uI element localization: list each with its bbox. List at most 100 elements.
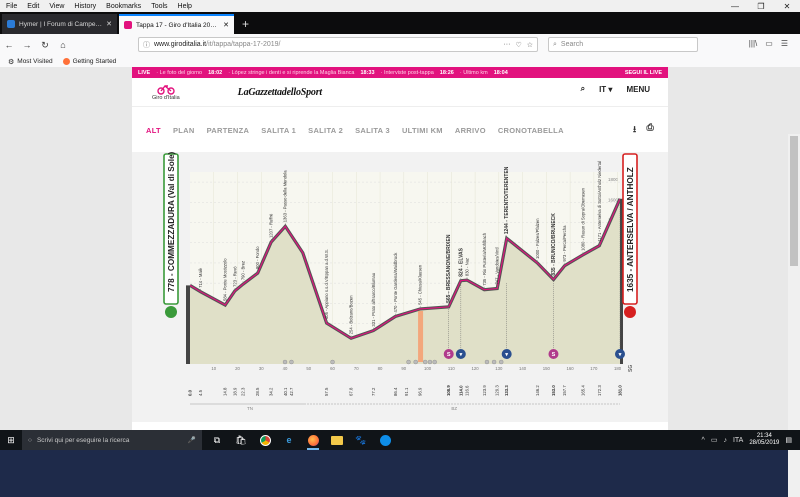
stage-tab-ultimi-km[interactable]: ULTIMI KM [401,125,443,135]
scrollbar[interactable] [788,134,800,497]
language-select[interactable]: IT ▾ [599,84,613,94]
stage-tab-plan[interactable]: PLAN [172,125,195,135]
intermediate-point-icon [427,359,433,365]
explorer-icon[interactable] [328,430,346,450]
tab-title: Hymer | I Forum di CamperOnLine [19,20,102,28]
hamburger-menu-icon[interactable]: ☰ [780,39,788,48]
store-icon[interactable]: 🛍 [235,434,247,445]
finish-badge-label: 1635 - ANTERSELVA / ANTHOLZ [626,167,635,292]
sidebar-icon[interactable]: ▭ [765,39,773,48]
intermediate-point-icon [499,359,504,365]
notifications-icon[interactable]: ▤ [785,437,792,444]
ticker-item[interactable]: · Le foto del giorno [156,69,203,76]
km-tick-label: 181.0 [618,385,623,396]
tab-giro-tappa-17[interactable]: Tappa 17 - Giro d'Italia 2019: S ✕ [119,14,234,34]
back-icon[interactable]: ← [4,40,14,50]
intermediate-point-icon [330,359,335,365]
intermediate-point-icon [422,359,428,365]
library-icon[interactable]: |||\ [748,39,758,48]
cyclist-logo-icon [157,84,175,95]
climb-marker-icon [501,349,512,359]
microphone-icon[interactable]: 🎤 [187,437,196,444]
bookmark-most-visited[interactable]: ⚙ Most Visited [8,58,53,66]
live-ticker[interactable]: LIVE · Le foto del giorno 18:02 · López … [132,67,668,78]
home-icon[interactable]: ⌂ [60,40,66,50]
stage-tab-cronotabella[interactable]: CRONOTABELLA [497,125,564,135]
intermediate-point-icon [491,359,497,365]
stage-tab-salita-2[interactable]: SALITA 2 [308,125,344,135]
ticker-item[interactable]: · Interviste post-tappa [380,69,434,76]
chrome-icon[interactable] [256,430,274,450]
waypoint-label: 405 - Appiano s.s.d.V/Eppan a.d.W.S. [324,249,329,319]
menu-edit[interactable]: Edit [27,2,40,10]
ticker-item[interactable]: · Ultimo km [459,69,488,76]
bookmark-star-icon[interactable]: ☆ [526,41,533,49]
km-tick-label: 114.0 [458,385,463,396]
clock-date: 28/05/2019 [749,440,780,446]
km-tick-label: 116.6 [465,385,470,396]
start-bar [186,285,190,364]
taskbar-search-input[interactable]: ○ Scrivi qui per eseguire la ricerca 🎤 [22,430,202,450]
stage-tab-salita-1[interactable]: SALITA 1 [261,125,297,135]
stage-tab-partenza[interactable]: PARTENZA [206,125,250,135]
menu-bookmarks[interactable]: Bookmarks [106,2,142,10]
stage-tab-salita-3[interactable]: SALITA 3 [355,125,390,135]
pocket-icon[interactable]: ♡ [515,41,522,49]
tab-hymer-forum[interactable]: Hymer | I Forum di CamperOnLine ✕ [2,14,117,34]
site-info-icon[interactable]: ⓘ [143,41,150,49]
maximize-button[interactable]: ❐ [757,1,765,11]
marker-glyph: S [447,352,451,358]
tray-overflow-icon[interactable]: ^ [701,436,705,444]
volume-icon[interactable]: ♪ [723,436,727,444]
stage-tab-arrivo[interactable]: ARRIVO [454,125,486,135]
start-badge-icon [165,306,177,318]
distance-tick-label: 100 [424,366,432,371]
language-indicator[interactable]: ITA [732,436,744,444]
scrollbar-thumb[interactable] [790,136,798,266]
tab-title: Tappa 17 - Giro d'Italia 2019: S [136,21,220,29]
bookmark-getting-started[interactable]: Getting Started [62,58,116,65]
distance-tick-label: 10 [211,366,216,371]
new-tab-button[interactable]: + [242,17,250,31]
download-icon[interactable]: ⭳ [633,124,637,134]
windows-start-icon[interactable]: ⊞ [7,434,15,445]
minimize-button[interactable]: — [731,1,739,11]
distance-tick-label: 110 [448,366,455,371]
gimp-icon[interactable]: 🐾 [355,434,367,445]
firefox-icon[interactable] [304,430,322,450]
intermediate-point-icon [282,359,288,365]
reload-icon[interactable]: ↻ [41,39,49,50]
menu-button[interactable]: MENU [626,84,650,94]
ticker-item[interactable]: · López stringe i denti e si riprende la… [228,69,355,76]
close-tab-icon[interactable]: ✕ [106,21,112,28]
page-actions-icon[interactable]: ··· [503,40,511,48]
marker-glyph: S [552,352,556,358]
edge-icon[interactable]: e [286,435,292,445]
follow-live-link[interactable]: SEGUI IL LIVE [624,69,662,76]
clock[interactable]: 21:34 28/05/2019 [749,433,779,447]
marker-glyph: ▾ [618,352,623,358]
distance-tick-label: 90 [401,366,406,371]
search-input[interactable]: ⌕ Search [548,37,698,52]
menu-view[interactable]: View [49,2,65,10]
url-bar[interactable]: ⓘ www.giroditalia.it/it/tappa/tappa-17-2… [138,37,538,52]
search-icon[interactable]: ⌕ [580,84,586,93]
menu-history[interactable]: History [74,2,97,10]
search-icon: ⌕ [553,40,557,48]
close-tab-icon[interactable]: ✕ [223,22,229,29]
km-tick-label: 172.3 [597,385,602,396]
close-window-button[interactable]: ✕ [783,1,791,11]
task-view-icon[interactable]: ⧉ [213,434,221,445]
teamviewer-icon[interactable] [376,430,394,450]
giro-logo[interactable]: Giro d'Italia [152,84,180,101]
forward-icon[interactable]: → [22,40,32,50]
gazzetta-logo[interactable]: LaGazzettadelloSport [237,86,323,98]
finish-badge-frame [622,153,638,305]
network-icon[interactable]: ▭ [710,437,718,444]
menu-tools[interactable]: Tools [151,2,168,10]
stage-tab-alt[interactable]: ALT [146,125,161,135]
print-icon[interactable]: ⎙ [646,122,654,132]
km-tick-label: 28.5 [255,387,260,396]
menu-file[interactable]: File [6,2,18,10]
menu-help[interactable]: Help [177,2,192,10]
